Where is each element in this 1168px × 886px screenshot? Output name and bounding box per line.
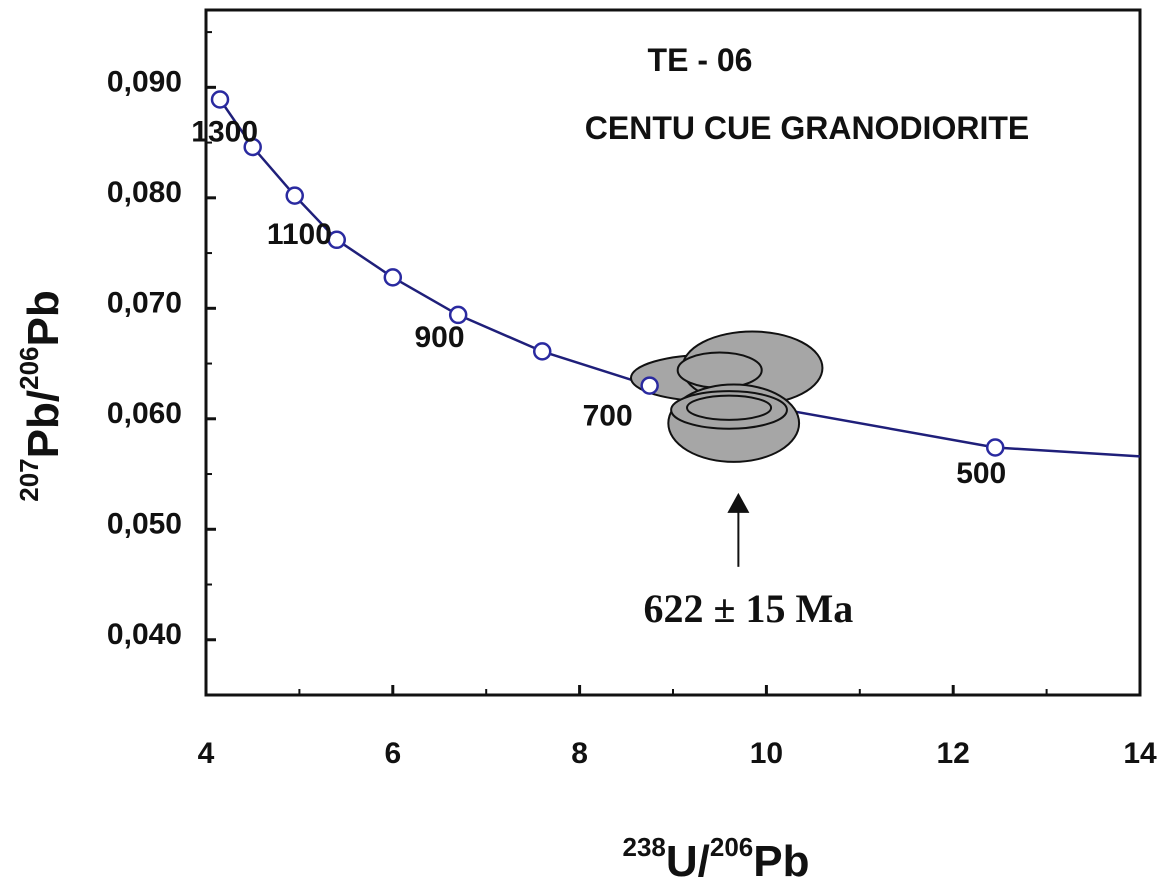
y-axis-title-sup1: 207: [14, 458, 44, 501]
concordia-age-marker: [448, 305, 468, 325]
axis-ticks: 4 6 8 10 12 14 0,040 0,050 0,060 0,070 0,080 0,090: [107, 31, 1157, 770]
concordia-curve: [218, 98, 1141, 458]
age-labels: 1300 1100 900 700 500: [191, 115, 1006, 489]
x-tick-label: 14: [1123, 737, 1157, 770]
y-axis-title: 207Pb/206Pb: [14, 290, 68, 501]
x-axis-title-sup2: 206: [710, 832, 753, 862]
y-axis-title-base2: Pb: [19, 290, 68, 346]
x-tick-label: 12: [937, 737, 970, 770]
concordia-age-marker: [532, 342, 552, 361]
concordia-age-label: 1300: [191, 115, 258, 148]
concordia-age-label: 900: [414, 321, 464, 354]
y-tick-label: 0,050: [107, 507, 182, 540]
age-annotation-label: 622 ± 15 Ma: [644, 586, 854, 631]
concordia-age-label: 500: [956, 457, 1006, 490]
x-tick-label: 8: [571, 737, 588, 770]
x-tick-label: 6: [384, 737, 401, 770]
y-axis-title-base1: Pb/: [19, 390, 68, 458]
age-annotation: 622 ± 15 Ma: [644, 492, 854, 631]
error-ellipse: [676, 351, 763, 389]
concordia-age-marker: [985, 438, 1005, 457]
y-tick-label: 0,080: [107, 176, 182, 209]
error-ellipses: [629, 330, 824, 463]
concordia-age-marker: [640, 376, 659, 395]
x-axis-title-base2: Pb: [753, 837, 809, 886]
y-axis-title-sup2: 206: [14, 347, 44, 390]
annotation-arrow-head: [727, 492, 750, 513]
x-axis-title: 238U/206Pb: [622, 832, 809, 886]
x-axis-title-base1: U/: [666, 837, 710, 886]
concordia-age-marker: [327, 230, 347, 250]
concordia-curve-group: [218, 98, 1141, 458]
x-tick-label: 4: [198, 737, 215, 770]
chart-subtitle: CENTU CUE GRANODIORITE: [585, 110, 1029, 146]
concordia-age-marker: [210, 90, 230, 109]
concordia-age-label: 1100: [267, 218, 332, 251]
concordia-age-marker: [383, 268, 403, 287]
x-tick-label: 10: [750, 737, 783, 770]
y-tick-label: 0,070: [107, 286, 182, 319]
y-tick-label: 0,090: [107, 65, 182, 98]
concordia-age-marker: [285, 186, 304, 205]
error-ellipse: [686, 394, 773, 421]
x-axis-title-sup1: 238: [622, 832, 665, 862]
y-tick-label: 0,040: [107, 618, 182, 651]
concordia-age-label: 700: [583, 399, 633, 432]
y-tick-label: 0,060: [107, 397, 182, 430]
concordia-age-marker: [243, 137, 262, 157]
chart-title: TE - 06: [648, 42, 753, 78]
concordia-markers: [210, 90, 1005, 457]
